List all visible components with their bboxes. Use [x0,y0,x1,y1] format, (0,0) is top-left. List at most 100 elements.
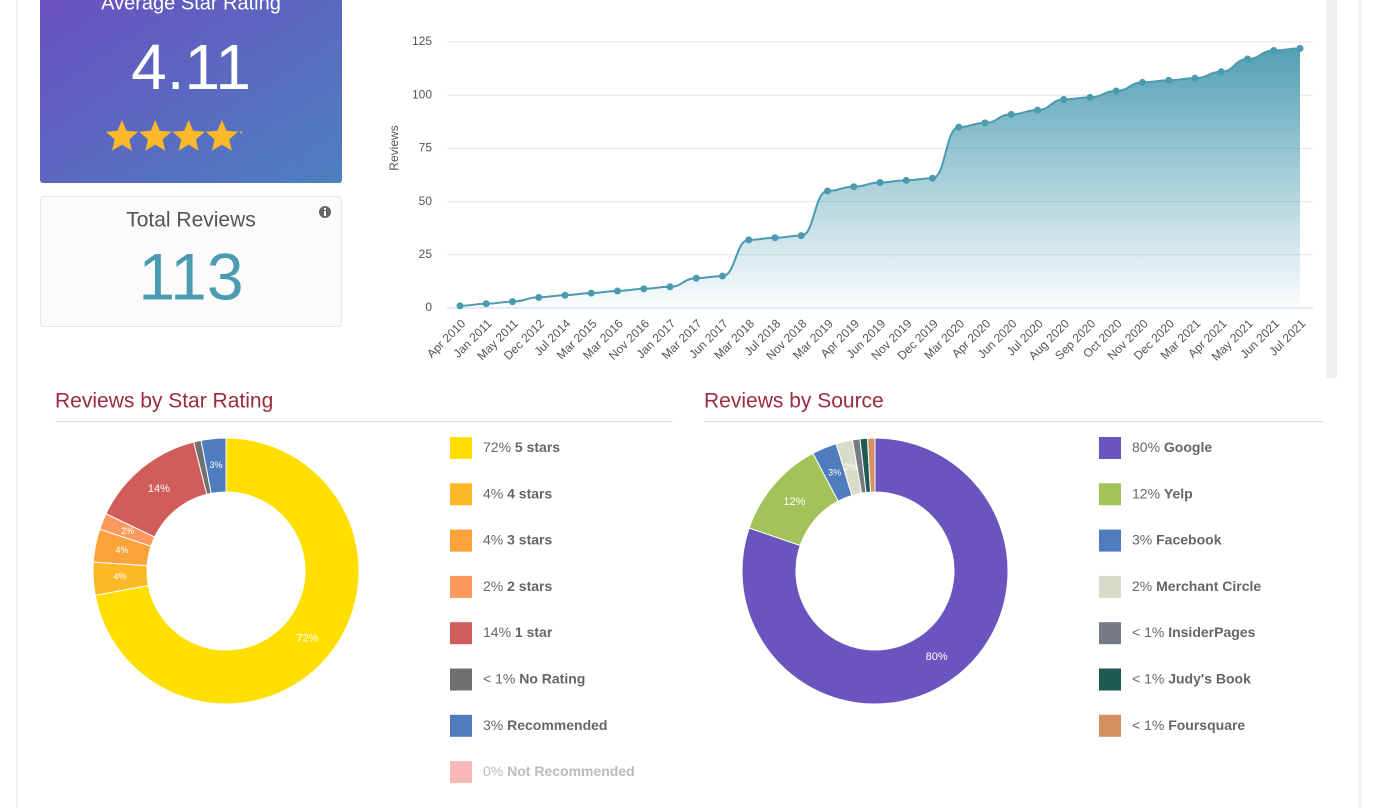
point [719,272,726,280]
legend-swatch [1099,714,1121,737]
legend-value: 12% [1132,485,1160,501]
slice-label: 12% [783,496,805,508]
legend-swatch [1099,483,1121,506]
y-tick-label: 25 [419,247,433,261]
y-tick-label: 100 [412,87,432,101]
y-axis-label: Reviews [387,125,401,170]
point [1139,78,1146,86]
point [824,187,831,195]
legend-swatch [450,437,472,459]
point [981,119,989,127]
legend-name: Google [1164,439,1212,455]
star-rating [105,120,242,151]
legend-swatch [1099,575,1121,598]
legend-swatch [450,529,472,552]
legend-name: Judy's Book [1168,670,1251,686]
scrollbar [1326,0,1337,378]
area-fill [460,48,1300,308]
legend-name: Yelp [1164,485,1193,501]
legend-entry[interactable]: 14% 1 star [483,624,553,640]
legend-entry[interactable]: 2% 2 stars [483,578,552,594]
point [1007,110,1015,118]
legend-entry[interactable]: 4% 3 stars [483,531,552,547]
legend-name: 3 stars [507,531,552,547]
legend-name: 1 star [515,624,553,640]
legend-name: No Rating [519,670,585,686]
slice-label: 72% [297,633,319,645]
point [561,291,569,299]
legend-swatch [1099,622,1121,645]
legend-entry[interactable]: 3% Recommended [483,717,607,733]
legend-swatch [450,668,472,691]
y-tick-label: 75 [419,141,433,155]
section-title: Reviews by Star Rating [55,390,273,413]
slice-label: 3% [210,460,223,470]
point [640,285,648,293]
legend-value: 2% [1132,578,1152,594]
legend-value: 3% [483,717,503,733]
legend-value: 0% [483,763,503,779]
point [929,174,936,182]
legend-swatch [450,483,472,506]
point [1191,74,1199,82]
legend-entry[interactable]: < 1% InsiderPages [1132,624,1256,640]
legend-value: < 1% [1132,717,1164,733]
point [509,298,516,306]
point [1165,76,1173,84]
legend-entry[interactable]: 0% Not Recommended [483,763,635,779]
legend-swatch [450,575,472,598]
legend-name: Foursquare [1168,717,1245,733]
point [955,123,963,131]
slice-label: 2% [121,526,134,536]
point [535,293,543,301]
point [666,283,674,291]
legend-entry[interactable]: 80% Google [1132,439,1212,455]
legend-value: 4% [483,531,503,547]
legend-entry[interactable]: 72% 5 stars [483,439,560,455]
legend-entry[interactable]: 12% Yelp [1132,485,1193,501]
legend-name: Merchant Circle [1156,578,1261,594]
point [587,289,595,297]
y-tick-label: 0 [425,300,432,314]
info-icon[interactable] [319,206,331,218]
slice-label: 80% [926,651,948,663]
legend-swatch [450,714,472,737]
point [1244,55,1251,63]
slice [94,437,360,705]
legend-value: 80% [1132,439,1160,455]
legend-swatch [450,622,472,645]
legend-name: Not Recommended [507,763,635,779]
point [850,183,858,191]
legend-swatch [450,761,472,784]
legend-entry[interactable]: 3% Facebook [1132,531,1222,547]
point [1086,93,1094,101]
legend-value: 72% [483,439,511,455]
star [139,120,172,151]
legend-value: < 1% [483,670,515,686]
legend-entry[interactable]: 4% 4 stars [483,485,552,501]
legend-swatch [1099,529,1121,552]
legend-entry[interactable]: < 1% No Rating [483,670,585,686]
star [105,120,139,151]
legend-value: 2% [483,578,503,594]
point [902,176,910,184]
y-tick-label: 50 [419,194,433,208]
legend-name: Facebook [1156,531,1222,547]
point [1034,106,1041,114]
legend-entry[interactable]: < 1% Judy's Book [1132,670,1251,686]
legend-name: Recommended [507,717,607,733]
total-card [40,196,342,327]
legend-entry[interactable]: < 1% Foursquare [1132,717,1245,733]
star [205,120,239,151]
total-title: Total Reviews [126,209,256,232]
legend-value: 4% [483,485,503,501]
star [239,131,242,135]
point [771,234,779,242]
point [1296,44,1304,52]
legend-entry[interactable]: 2% Merchant Circle [1132,578,1261,594]
legend-value: < 1% [1132,670,1164,686]
point [745,236,753,244]
slice-label: 3% [828,467,841,477]
legend-value: 3% [1132,531,1152,547]
